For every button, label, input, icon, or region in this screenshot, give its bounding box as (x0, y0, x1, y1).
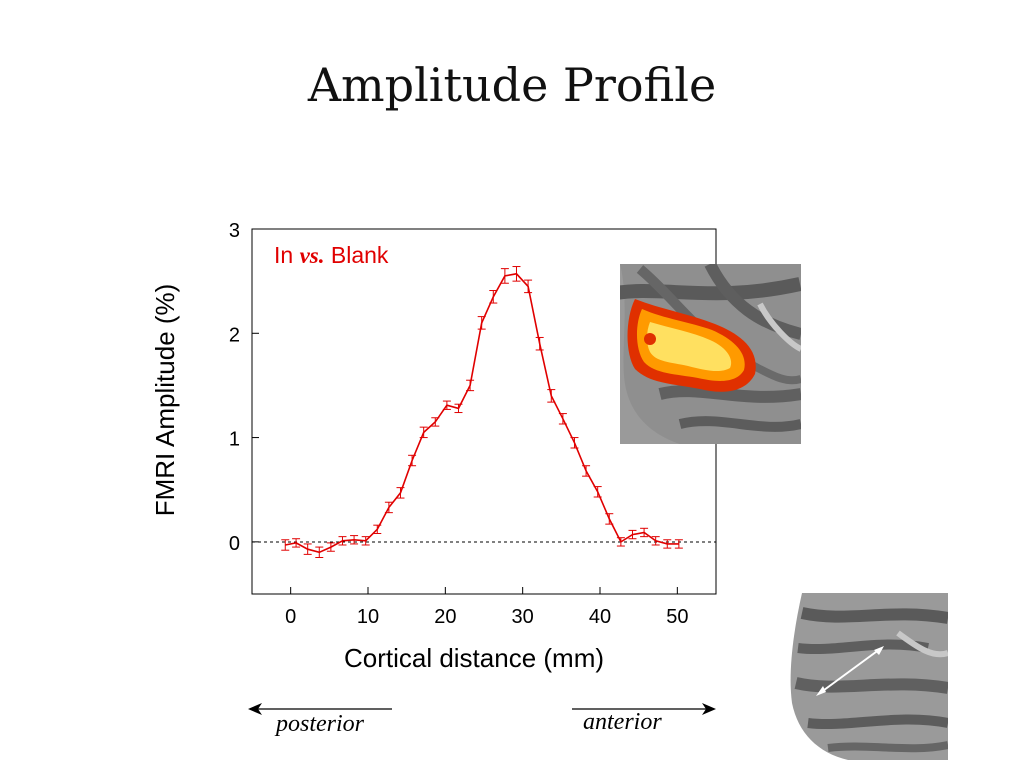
data-point-errorbar (303, 543, 312, 555)
data-point-errorbar (628, 529, 637, 540)
x-tick-label: 50 (666, 606, 688, 628)
x-tick-label: 20 (434, 606, 456, 628)
data-point-errorbar (442, 400, 451, 410)
chart-annotation: In vs. Blank (274, 242, 389, 268)
y-tick-label: 3 (229, 220, 240, 242)
data-point-errorbar (558, 413, 567, 425)
data-point-errorbar (500, 268, 509, 284)
double-arrow-icon (819, 648, 881, 694)
posterior-label: posterior (276, 711, 365, 737)
activation-map-image (620, 264, 801, 444)
data-point-errorbar (408, 454, 417, 467)
data-point-errorbar (281, 539, 290, 551)
y-tick-label: 2 (229, 324, 240, 346)
data-point-errorbar (419, 426, 428, 439)
data-point-errorbar (326, 542, 335, 552)
data-point-errorbar (605, 513, 614, 525)
data-point-errorbar (431, 417, 440, 427)
data-point-errorbar (663, 539, 672, 549)
y-tick-label: 0 (229, 533, 240, 555)
data-point-errorbar (315, 546, 324, 558)
data-point-errorbar (512, 266, 521, 282)
data-point-errorbar (524, 279, 533, 294)
data-point-errorbar (396, 487, 405, 499)
x-tick-label: 40 (589, 606, 611, 628)
data-point-errorbar (582, 465, 591, 477)
x-tick-label: 10 (357, 606, 379, 628)
annotation-prefix: In (274, 242, 293, 268)
posterior-arrowhead-icon (248, 703, 262, 715)
data-point-errorbar (640, 527, 649, 538)
y-axis-label: FMRI Amplitude (%) (150, 284, 180, 517)
annotation-italic: vs. (300, 243, 325, 268)
x-tick-label: 0 (285, 606, 296, 628)
data-point-errorbar (489, 290, 498, 304)
x-axis-label: Cortical distance (mm) (344, 643, 604, 673)
data-point-errorbar (651, 536, 660, 546)
anatomy-reference-image (788, 593, 948, 760)
x-tick-label: 30 (512, 606, 534, 628)
anterior-label: anterior (583, 709, 662, 735)
y-tick-label: 1 (229, 429, 240, 451)
data-point-errorbar (454, 403, 463, 414)
data-point-errorbar (674, 539, 683, 549)
y-axis-ticks: 0 1 2 3 (229, 220, 259, 555)
data-point-errorbar (384, 501, 393, 514)
data-point-errorbar (570, 437, 579, 449)
series-layer (281, 266, 683, 558)
data-point-errorbar (350, 535, 359, 545)
slide-title: Amplitude Profile (307, 58, 717, 112)
data-point-errorbar (466, 379, 475, 392)
data-point-errorbar (616, 537, 625, 547)
data-point-errorbar (593, 486, 602, 498)
data-point-errorbar (535, 336, 544, 351)
data-point-errorbar (547, 389, 556, 403)
data-point-errorbar (361, 536, 370, 546)
data-point-errorbar (373, 524, 382, 535)
x-axis-ticks: 0 10 20 30 40 50 (285, 587, 688, 628)
annotation-suffix: Blank (331, 242, 389, 268)
data-point-errorbar (477, 316, 486, 330)
anterior-arrowhead-icon (702, 703, 716, 715)
data-point-errorbar (338, 536, 347, 546)
data-point-errorbar (292, 538, 301, 548)
